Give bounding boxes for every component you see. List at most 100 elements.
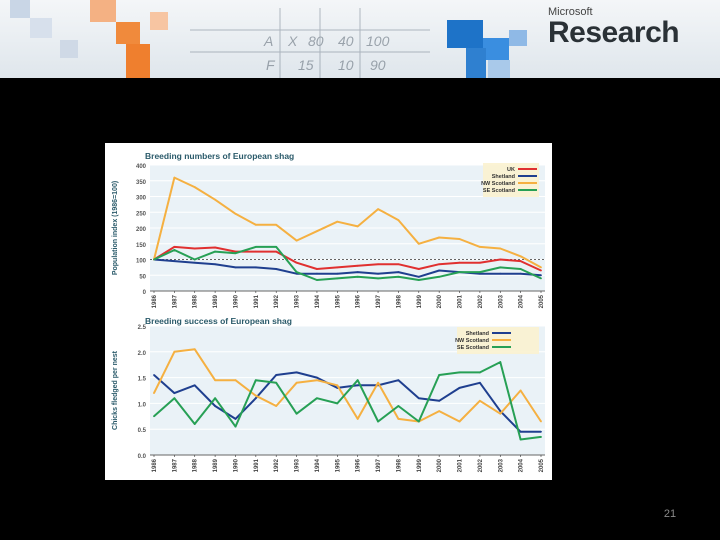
data-point [336, 277, 339, 280]
microsoft-research-logo: Microsoft Research [548, 6, 718, 54]
data-point [519, 255, 522, 258]
legend-label: Shetland [466, 331, 489, 337]
doodle-text: 10 [338, 57, 354, 73]
data-point [356, 417, 359, 420]
data-point [519, 272, 522, 275]
data-point [458, 420, 461, 423]
y-tick-label: 2.0 [138, 351, 147, 357]
series-line-uk [153, 245, 542, 272]
data-point [295, 371, 298, 374]
data-point [356, 384, 359, 387]
data-point [417, 275, 420, 278]
data-point [356, 225, 359, 228]
data-point [540, 436, 542, 438]
data-point [397, 405, 400, 407]
doodle-text: 15 [298, 57, 314, 73]
data-point [397, 219, 400, 222]
data-point [234, 379, 237, 382]
data-point [458, 371, 461, 374]
data-point [275, 223, 278, 226]
data-point [397, 275, 400, 278]
x-tick-label: 1989 [213, 294, 219, 308]
data-point [173, 246, 176, 248]
data-point [275, 405, 278, 407]
data-point [519, 260, 522, 262]
data-point [438, 263, 441, 266]
data-point [356, 275, 359, 278]
y-tick-label: 50 [139, 274, 146, 280]
x-tick-label: 1991 [254, 294, 260, 308]
data-point [193, 423, 196, 425]
data-point [153, 374, 155, 376]
doodle-text: F [266, 57, 276, 73]
series-line-nw-scotland [153, 348, 542, 423]
x-tick-label: 2002 [478, 458, 484, 472]
decor-square [509, 30, 527, 46]
data-point [397, 379, 400, 382]
whiteboard-doodle: A X 80 40 100 F 15 10 90 [190, 8, 430, 78]
decor-square [447, 20, 483, 48]
x-tick-label: 2000 [437, 458, 443, 472]
data-point [173, 260, 176, 262]
data-point [254, 223, 257, 226]
data-point [316, 397, 318, 400]
data-point [499, 247, 502, 250]
data-point [193, 258, 196, 261]
data-point [336, 220, 339, 223]
x-tick-label: 1995 [335, 294, 341, 308]
x-tick-label: 1998 [396, 458, 402, 472]
data-point [519, 389, 522, 392]
series-line-se-scotland [153, 245, 542, 281]
data-point [458, 271, 461, 273]
x-tick-label: 1999 [417, 458, 423, 472]
x-tick-label: 1987 [172, 294, 178, 308]
x-tick-label: 2000 [437, 294, 443, 308]
data-point [519, 268, 522, 270]
data-point [519, 430, 522, 433]
x-tick-label: 1996 [356, 458, 362, 472]
decor-square [10, 0, 30, 18]
data-point [193, 186, 196, 188]
y-tick-label: 250 [136, 211, 147, 217]
x-tick-label: 1994 [315, 294, 321, 308]
x-tick-label: 1998 [396, 294, 402, 308]
data-point [377, 420, 379, 423]
x-tick-label: 2001 [458, 458, 464, 472]
series-line-nw-scotland [153, 176, 542, 269]
chart-title: Breeding success of European shag [145, 316, 292, 326]
x-tick-label: 1986 [152, 458, 158, 472]
data-point [254, 394, 257, 397]
data-point [478, 261, 481, 264]
y-tick-label: 300 [136, 196, 147, 202]
data-point [417, 279, 420, 281]
data-point [499, 412, 502, 415]
y-tick-label: 0.0 [138, 454, 147, 460]
data-point [295, 271, 298, 273]
decor-square [483, 38, 509, 60]
y-axis-label: Population index (1986=100) [112, 181, 119, 275]
doodle-text: 40 [338, 33, 354, 49]
x-tick-label: 1987 [172, 458, 178, 472]
data-point [214, 263, 217, 266]
data-point [438, 269, 441, 272]
data-point [540, 277, 542, 280]
slide-number: 21 [663, 508, 677, 520]
legend-label: SE Scotland [483, 188, 515, 194]
series-line-shetland [153, 371, 541, 433]
decor-square [150, 12, 168, 30]
data-point [295, 381, 298, 384]
data-point [417, 420, 420, 423]
data-point [234, 252, 237, 255]
data-point [336, 272, 339, 275]
figure-panel: 0 50 100 150 200 250 300 350 400 1986 1987 1988 1989… [105, 143, 552, 480]
x-tick-label: 2005 [539, 294, 545, 308]
x-tick-label: 1997 [376, 458, 382, 472]
data-point [438, 410, 441, 413]
data-point [214, 379, 217, 382]
x-tick-label: 1988 [193, 458, 199, 472]
data-point [234, 266, 237, 269]
x-tick-label: 1996 [356, 294, 362, 308]
chart-breeding-numbers: 0 50 100 150 200 250 300 350 400 1986 1987 1988 1989… [112, 151, 545, 308]
x-tick-label: 1990 [233, 294, 239, 308]
x-tick-label: 1995 [335, 458, 341, 472]
